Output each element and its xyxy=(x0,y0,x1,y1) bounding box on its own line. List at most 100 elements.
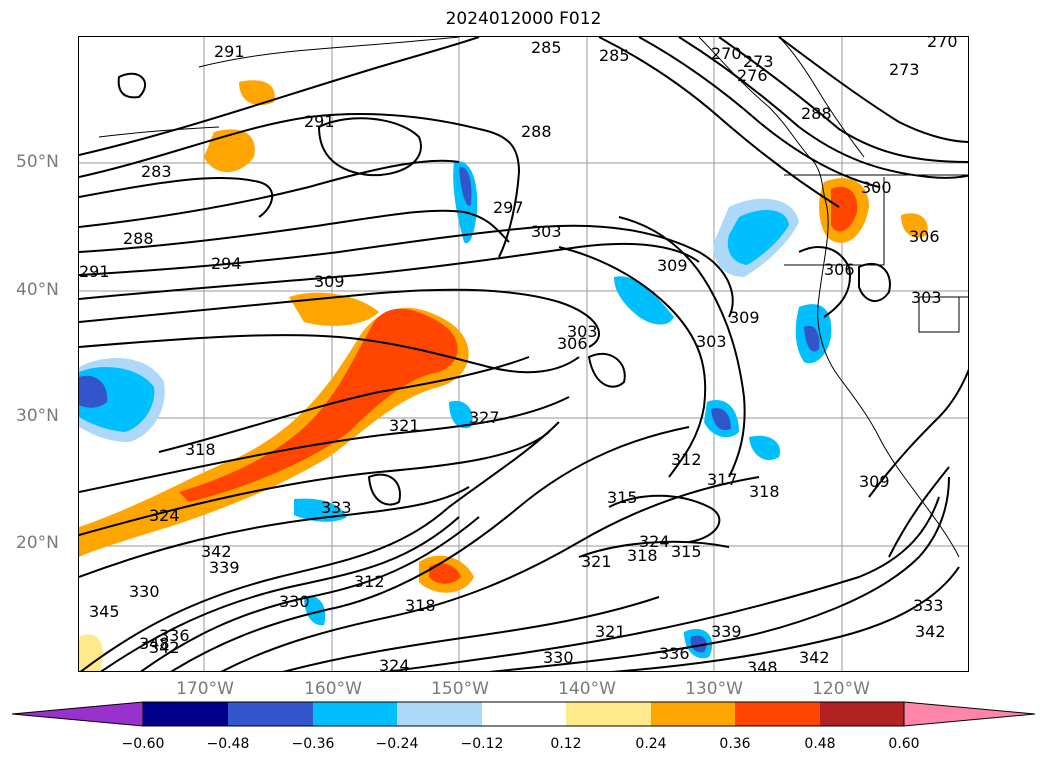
colorbar-segment xyxy=(143,702,228,726)
shade-neg-n xyxy=(453,161,478,244)
shade-pos-east-1 xyxy=(901,213,928,238)
contour-label: 321 xyxy=(389,416,420,435)
shade-neg-n-core xyxy=(459,166,472,206)
map-panel: 291 285 285 270 273 276 270 273 288 291 … xyxy=(78,36,969,672)
contour-label: 303 xyxy=(567,322,598,341)
contour-label: 312 xyxy=(354,572,385,591)
contour-label: 306 xyxy=(909,227,940,246)
contour-label: 330 xyxy=(543,648,574,667)
contour-label: 309 xyxy=(657,256,688,275)
contour-label: 327 xyxy=(469,408,500,427)
contour-lines xyxy=(79,37,968,671)
colorbar-tick: 0.24 xyxy=(635,736,667,752)
contour-label: 291 xyxy=(214,42,245,61)
colorbar-tick: −0.48 xyxy=(206,736,250,752)
contour-label: 333 xyxy=(913,596,944,615)
lat-label-40n: 40°N xyxy=(16,280,59,300)
contour-label: 288 xyxy=(123,229,154,248)
shade-neg-ne-core xyxy=(727,210,789,265)
contour-label: 297 xyxy=(493,198,524,217)
map-title: 2024012000 F012 xyxy=(445,9,602,29)
contour-label: 309 xyxy=(729,308,760,327)
contour-label: 318 xyxy=(405,596,436,615)
contour-label: 324 xyxy=(379,656,410,672)
shade-neg-c1-core xyxy=(711,408,731,431)
colorbar-segment xyxy=(651,702,735,726)
contour-label: 342 xyxy=(915,622,946,641)
colorbar-outline xyxy=(142,701,905,727)
colorbar-tick: −0.24 xyxy=(375,736,419,752)
contour-label: 348 xyxy=(139,634,170,653)
lon-label-150w: 150°W xyxy=(431,679,489,699)
contour-label: 283 xyxy=(141,162,172,181)
colorbar-segment xyxy=(566,702,651,726)
contour-label: 315 xyxy=(671,542,702,561)
contour-label: 342 xyxy=(799,648,830,667)
contour-label: 276 xyxy=(737,66,768,85)
contour-label: 270 xyxy=(927,37,958,51)
negative-shading xyxy=(79,161,832,659)
shade-neg-c6-core xyxy=(690,635,707,653)
shade-pos-band-core xyxy=(179,308,458,502)
contour-label: 324 xyxy=(639,532,670,551)
contour-label: 317 xyxy=(707,470,738,489)
contour-label: 285 xyxy=(531,38,562,57)
contour-label: 294 xyxy=(211,254,242,273)
colorbar-segment xyxy=(820,702,904,726)
colorbar-tick: 0.36 xyxy=(719,736,751,752)
contour-label: 288 xyxy=(521,122,552,141)
contour-label: 285 xyxy=(599,46,630,65)
contour-label: 339 xyxy=(711,622,742,641)
colorbar-tick: 0.60 xyxy=(888,736,920,752)
contour-label: 324 xyxy=(149,506,180,525)
lat-label-50n: 50°N xyxy=(16,152,59,172)
contour-label: 303 xyxy=(696,332,727,351)
contour-label: 273 xyxy=(889,60,920,79)
lat-label-30n: 30°N xyxy=(16,406,59,426)
colorbar-tick: 0.12 xyxy=(550,736,582,752)
lon-label-120w: 120°W xyxy=(812,679,870,699)
contour-label: 288 xyxy=(801,104,832,123)
colorbar-segment xyxy=(735,702,820,726)
colorbar-extend-high xyxy=(903,701,1036,727)
shade-pos-sw xyxy=(79,634,103,671)
shade-neg-c4 xyxy=(304,596,326,626)
shade-neg-west-deep xyxy=(79,375,108,408)
shade-neg-c2 xyxy=(449,400,473,429)
contour-label: 330 xyxy=(279,592,310,611)
colorbar-tick: 0.48 xyxy=(804,736,836,752)
positive-shading xyxy=(79,80,928,671)
graticule xyxy=(79,37,968,671)
lon-label-160w: 160°W xyxy=(304,679,362,699)
contour-label: 336 xyxy=(159,626,190,645)
lon-label-170w: 170°W xyxy=(176,679,234,699)
contour-label: 342 xyxy=(201,542,232,561)
shade-pos-nw-1 xyxy=(204,129,255,172)
colorbar xyxy=(11,701,1036,727)
contour-label: 342 xyxy=(149,638,180,657)
contour-label: 336 xyxy=(659,644,690,663)
contour-label: 306 xyxy=(557,334,588,353)
contour-label: 300 xyxy=(861,178,892,197)
shade-neg-east-core xyxy=(804,325,820,352)
coastlines xyxy=(98,37,968,558)
contour-label: 303 xyxy=(531,222,562,241)
colorbar-segment xyxy=(397,702,482,726)
contour-label: 345 xyxy=(89,602,120,621)
contour-label: 321 xyxy=(595,622,626,641)
contour-label: 312 xyxy=(671,450,702,469)
contour-labels: 291 285 285 270 273 276 270 273 288 291 … xyxy=(79,37,958,672)
lon-label-140w: 140°W xyxy=(558,679,616,699)
colorbar-extend-low xyxy=(11,701,144,727)
lat-label-20n: 20°N xyxy=(16,533,59,553)
contour-label: 339 xyxy=(209,558,240,577)
shade-pos-ne-core xyxy=(831,186,858,232)
colorbar-tick: −0.12 xyxy=(460,736,504,752)
contour-label: 309 xyxy=(314,272,345,291)
colorbar-segment xyxy=(228,702,313,726)
contour-label: 309 xyxy=(859,472,890,491)
contour-label: 318 xyxy=(185,440,216,459)
contour-label: 303 xyxy=(911,288,942,307)
colorbar-segment xyxy=(482,702,566,726)
contour-label: 348 xyxy=(747,658,778,672)
